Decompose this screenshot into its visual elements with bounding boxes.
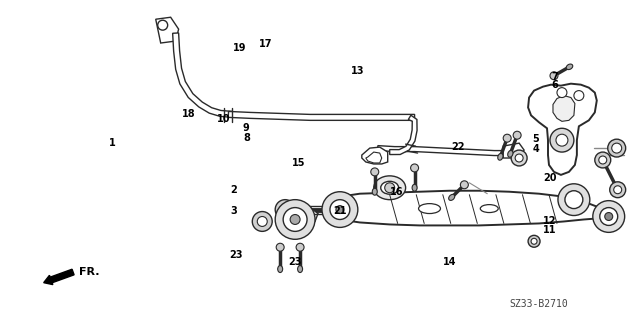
Polygon shape xyxy=(156,17,179,43)
Circle shape xyxy=(252,212,272,231)
Circle shape xyxy=(385,183,395,193)
Circle shape xyxy=(283,208,307,231)
Ellipse shape xyxy=(498,154,503,160)
Circle shape xyxy=(528,235,540,247)
Circle shape xyxy=(511,150,527,166)
Text: 19: 19 xyxy=(233,43,247,53)
Text: 7: 7 xyxy=(551,72,558,82)
Circle shape xyxy=(503,134,511,142)
Text: 16: 16 xyxy=(390,187,404,197)
Circle shape xyxy=(550,128,574,152)
Ellipse shape xyxy=(373,188,377,195)
Circle shape xyxy=(322,192,358,228)
Circle shape xyxy=(574,91,584,100)
Text: 13: 13 xyxy=(351,66,364,76)
Text: 23: 23 xyxy=(289,257,302,267)
Polygon shape xyxy=(362,147,388,164)
Text: FR.: FR. xyxy=(79,267,100,277)
Ellipse shape xyxy=(412,184,417,191)
Circle shape xyxy=(565,191,583,209)
Circle shape xyxy=(290,214,300,224)
Text: 17: 17 xyxy=(259,39,272,49)
Ellipse shape xyxy=(381,181,399,194)
Circle shape xyxy=(558,184,590,215)
Polygon shape xyxy=(553,96,575,121)
Circle shape xyxy=(336,206,344,213)
Text: 23: 23 xyxy=(229,250,242,260)
Text: 15: 15 xyxy=(293,158,306,168)
Text: 9: 9 xyxy=(243,123,250,133)
Circle shape xyxy=(600,208,618,225)
Circle shape xyxy=(531,238,537,244)
Polygon shape xyxy=(378,146,507,156)
Circle shape xyxy=(550,72,558,80)
Ellipse shape xyxy=(278,266,282,273)
Ellipse shape xyxy=(374,176,406,200)
Ellipse shape xyxy=(566,64,573,69)
Text: 1: 1 xyxy=(109,138,116,148)
Circle shape xyxy=(460,181,468,189)
Circle shape xyxy=(158,20,167,30)
Text: 20: 20 xyxy=(543,173,557,183)
Text: 5: 5 xyxy=(532,134,539,144)
Polygon shape xyxy=(340,191,609,225)
Text: 21: 21 xyxy=(333,206,346,216)
Circle shape xyxy=(599,156,607,164)
Circle shape xyxy=(513,131,521,139)
Text: 14: 14 xyxy=(443,257,457,267)
Polygon shape xyxy=(503,143,524,158)
Text: 8: 8 xyxy=(243,133,250,143)
Circle shape xyxy=(330,200,350,220)
Text: 6: 6 xyxy=(551,80,558,91)
Text: 10: 10 xyxy=(217,114,231,124)
Text: 11: 11 xyxy=(543,225,557,235)
Polygon shape xyxy=(390,115,417,155)
Circle shape xyxy=(280,204,290,214)
Polygon shape xyxy=(295,208,318,221)
Ellipse shape xyxy=(449,194,455,200)
Circle shape xyxy=(556,134,568,146)
Polygon shape xyxy=(173,33,233,117)
Ellipse shape xyxy=(508,150,513,157)
FancyArrow shape xyxy=(43,269,74,284)
Text: 3: 3 xyxy=(230,206,237,216)
Circle shape xyxy=(610,182,626,198)
Circle shape xyxy=(275,200,315,239)
Circle shape xyxy=(411,164,419,172)
Text: 2: 2 xyxy=(230,185,237,195)
Ellipse shape xyxy=(481,204,498,212)
Text: 22: 22 xyxy=(451,142,465,152)
Circle shape xyxy=(608,139,626,157)
Circle shape xyxy=(515,154,523,162)
Ellipse shape xyxy=(419,204,440,213)
Circle shape xyxy=(612,143,622,153)
Text: SZ33-B2710: SZ33-B2710 xyxy=(510,299,569,309)
Polygon shape xyxy=(366,152,381,163)
Circle shape xyxy=(595,152,611,168)
Circle shape xyxy=(371,168,379,176)
Circle shape xyxy=(604,212,613,220)
Circle shape xyxy=(276,243,284,251)
Circle shape xyxy=(275,200,295,220)
Text: 12: 12 xyxy=(543,216,557,226)
Circle shape xyxy=(613,186,622,194)
Circle shape xyxy=(296,243,304,251)
Polygon shape xyxy=(228,111,415,120)
Circle shape xyxy=(557,88,567,98)
Ellipse shape xyxy=(298,266,303,273)
Circle shape xyxy=(258,217,267,227)
Polygon shape xyxy=(528,84,597,175)
Circle shape xyxy=(593,201,625,232)
Text: 18: 18 xyxy=(182,109,196,119)
Text: 4: 4 xyxy=(532,144,539,154)
